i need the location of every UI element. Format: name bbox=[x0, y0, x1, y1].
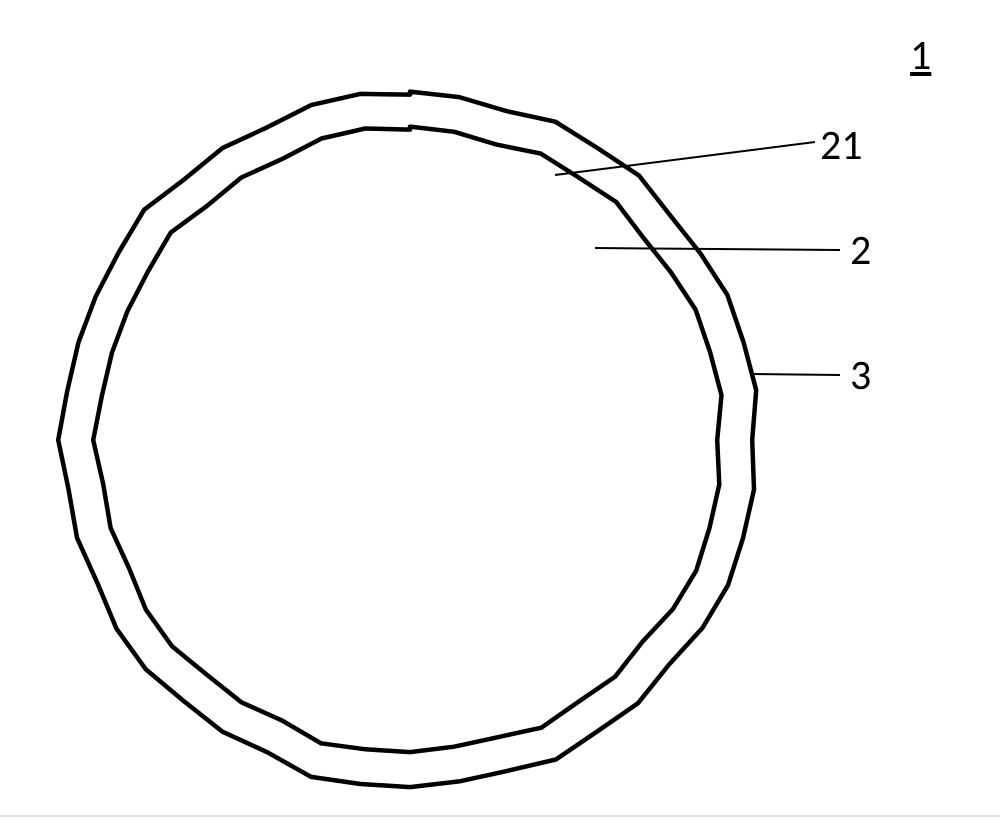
outer-circle bbox=[58, 92, 756, 788]
callout-label-21: 21 bbox=[820, 120, 863, 171]
leader-line-1 bbox=[595, 248, 840, 250]
callout-label-2: 2 bbox=[850, 225, 871, 276]
diagram-canvas: 1 21 2 3 bbox=[0, 0, 1000, 834]
callout-label-3: 3 bbox=[850, 350, 871, 401]
leader-line-2 bbox=[750, 374, 840, 375]
figure-ref-label: 1 bbox=[910, 30, 931, 81]
inner-circle bbox=[93, 127, 721, 753]
